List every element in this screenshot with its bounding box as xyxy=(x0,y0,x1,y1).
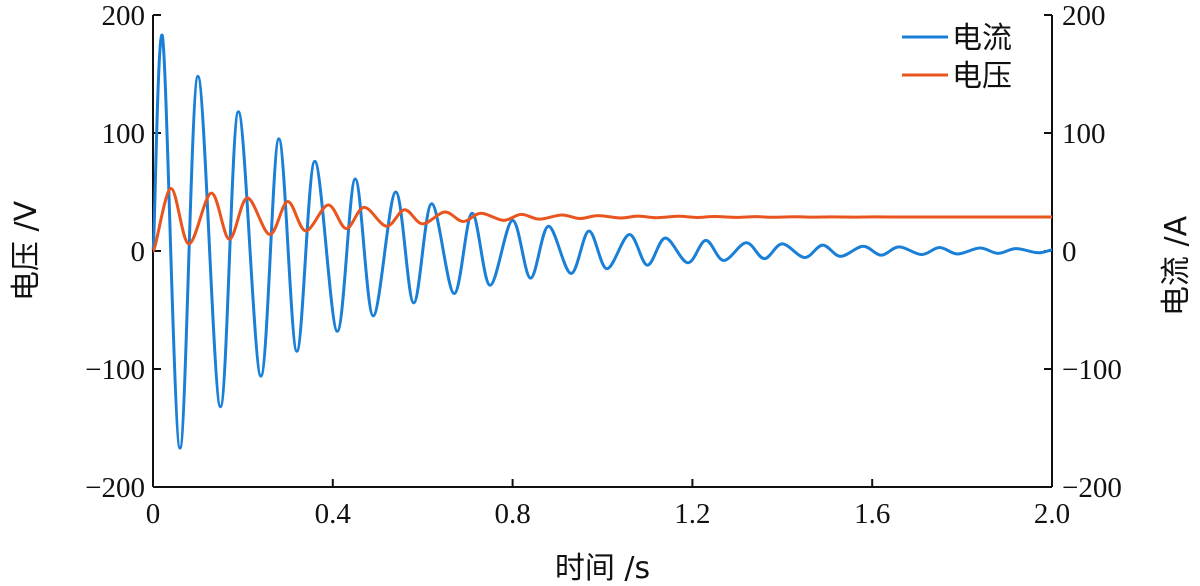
series-line-current xyxy=(151,33,1053,450)
right-y-tick-label: −100 xyxy=(1062,354,1122,386)
x-tick-label: 1.6 xyxy=(854,498,890,530)
legend-label-current: 电流 xyxy=(952,21,1012,56)
x-tick-label: 0.8 xyxy=(494,498,530,530)
left-y-tick-label: 100 xyxy=(102,118,146,150)
series-lines xyxy=(151,33,1053,450)
x-tick-label: 2.0 xyxy=(1034,498,1070,530)
right-y-tick-label: 200 xyxy=(1062,0,1106,32)
left-y-tick-label: −100 xyxy=(85,354,145,386)
legend-label-voltage: 电压 xyxy=(952,59,1012,94)
x-tick-label: 0 xyxy=(146,498,161,530)
x-axis-label: 时间 /s xyxy=(555,551,650,586)
left-y-axis-label: 电压 /V xyxy=(9,200,44,301)
x-tick-label: 1.2 xyxy=(674,498,710,530)
left-y-tick-label: −200 xyxy=(85,472,145,504)
series-line-voltage xyxy=(151,186,1052,253)
x-tick-label: 0.4 xyxy=(315,498,352,530)
tick-labels: 0 0.4 0.8 1.2 1.6 2.0 200 100 0 −100 −200 200 100 0 −1… xyxy=(85,0,1122,530)
left-y-tick-label: 200 xyxy=(102,0,146,32)
left-y-tick-label: 0 xyxy=(131,236,146,268)
legend: 电流 电压 xyxy=(902,21,1012,94)
right-y-tick-label: 100 xyxy=(1062,118,1106,150)
right-y-tick-label: 0 xyxy=(1062,236,1077,268)
right-y-tick-label: −200 xyxy=(1062,472,1122,504)
right-y-axis-label: 电流 /A xyxy=(1159,215,1194,316)
